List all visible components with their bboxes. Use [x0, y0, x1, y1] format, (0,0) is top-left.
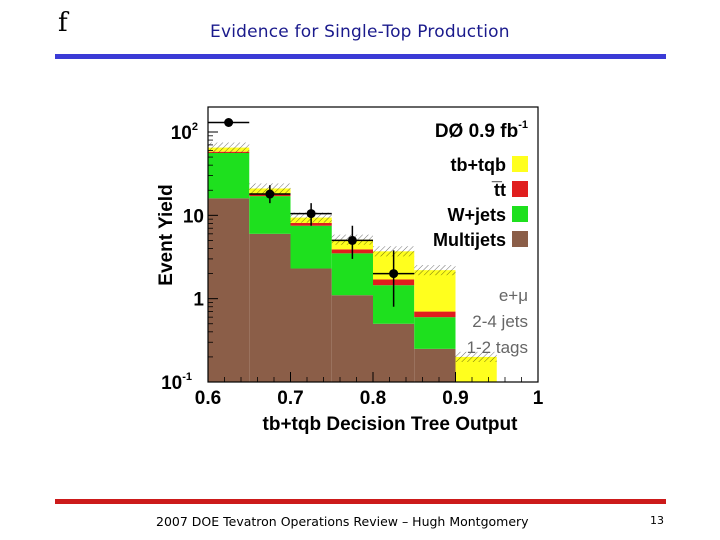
annotation-tags: 1-2 tags: [467, 338, 528, 357]
legend-label: t̅t: [491, 180, 506, 200]
legend-label: tb+tqb: [451, 155, 507, 175]
y-tick-label: 10-1: [161, 371, 192, 394]
x-tick-label: 0.8: [360, 388, 386, 409]
x-tick-label: 0.6: [195, 388, 221, 409]
uncertainty-band-bin5: [414, 265, 456, 276]
y-tick-label: 10: [183, 206, 204, 227]
footer-divider: [55, 499, 666, 504]
bar-multijets-bin4: [373, 323, 415, 382]
bar-multijets-bin5: [414, 348, 456, 382]
annotation-channel: e+μ: [499, 286, 528, 305]
y-tick-label: 1: [193, 290, 204, 311]
data-point: [389, 269, 399, 279]
bar-w-jets-bin2: [290, 225, 332, 269]
x-tick-label: 0.9: [442, 388, 468, 409]
bar-tb-tqb-bin5: [414, 270, 456, 312]
legend-swatch: [512, 231, 528, 247]
y-tick-label: 102: [171, 121, 198, 144]
data-point: [347, 235, 357, 245]
experiment-label: DØ 0.9 fb-1: [435, 119, 528, 142]
legend-swatch: [512, 181, 528, 197]
bar-multijets-bin1: [249, 233, 291, 382]
legend-swatch: [512, 206, 528, 222]
data-point: [224, 118, 234, 128]
bar-multijets-bin0: [208, 198, 250, 382]
bar-w-jets-bin5: [414, 317, 456, 349]
uncertainty-band-bin0: [208, 142, 250, 153]
x-tick-label: 1: [533, 388, 544, 409]
legend-swatch: [512, 156, 528, 172]
footer-text: 2007 DOE Tevatron Operations Review – Hu…: [156, 514, 529, 529]
legend-label: W+jets: [447, 205, 506, 225]
corner-symbol: f: [58, 8, 68, 38]
bar-w-jets-bin3: [331, 253, 373, 296]
legend: tb+tqb t̅t W+jets Multijets: [433, 155, 528, 250]
bar-multijets-bin3: [331, 295, 373, 382]
annotation-jets: 2-4 jets: [472, 312, 528, 331]
data-point: [265, 189, 275, 199]
histogram-chart: 0.6 0.7 0.8 0.9 1 102 10 1 10-1 Event Yield tb+t…: [156, 106, 544, 435]
x-axis-title: tb+tqb Decision Tree Output: [263, 414, 519, 435]
legend-label: Multijets: [433, 230, 506, 250]
y-axis-title: Event Yield: [156, 184, 177, 285]
data-point: [306, 209, 316, 219]
x-tick-label: 0.7: [277, 388, 303, 409]
bar-w-jets-bin0: [208, 152, 250, 199]
bar-t-t-bin5: [414, 311, 456, 318]
slide-title: Evidence for Single-Top Production: [210, 22, 510, 42]
bar-multijets-bin2: [290, 268, 332, 382]
uncertainty-band-bin6: [455, 351, 497, 362]
page-number: 13: [650, 514, 664, 527]
title-divider: [55, 54, 666, 59]
